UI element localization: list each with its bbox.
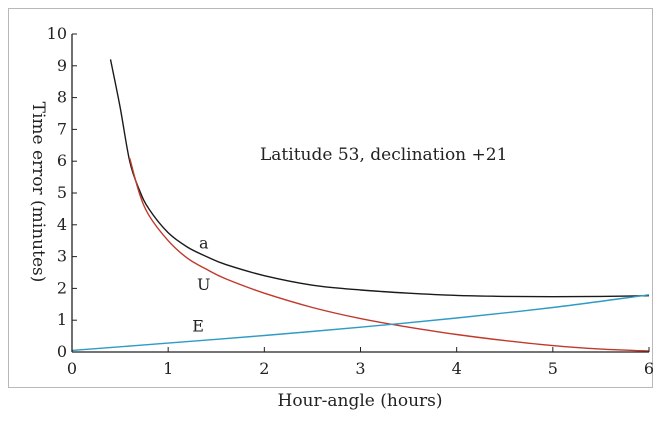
y-tick-label: 10	[47, 24, 67, 43]
y-tick-label: 3	[57, 247, 67, 266]
x-tick-label: 1	[163, 359, 173, 378]
x-tick-label: 5	[548, 359, 558, 378]
x-tick-label: 4	[452, 359, 462, 378]
chart-frame	[8, 8, 653, 388]
x-tick-label: 3	[355, 359, 365, 378]
y-tick-label: 7	[57, 119, 67, 138]
curve-label-E: E	[192, 316, 204, 335]
x-tick-label: 0	[67, 359, 77, 378]
x-tick-label: 6	[644, 359, 654, 378]
curve-label-a: a	[199, 234, 209, 253]
y-tick-label: 6	[57, 151, 67, 170]
x-tick-label: 2	[259, 359, 269, 378]
y-tick-label: 2	[57, 278, 67, 297]
axes	[71, 34, 649, 353]
series-E-line	[71, 294, 650, 352]
ticks: 0 1 2 3 4 5 6 0 1 2 3 4 5 6 7 8 9 10	[47, 24, 654, 378]
curve-label-U: U	[197, 275, 210, 294]
curves	[71, 59, 650, 352]
x-axis-title: Hour-angle (hours)	[278, 391, 443, 411]
series-a-line	[109, 59, 650, 298]
series-U-line	[129, 157, 650, 352]
curve-labels: a U E	[192, 234, 210, 336]
y-axis-title: Time error (minutes)	[28, 102, 48, 283]
y-tick-label: 4	[57, 215, 67, 234]
chart-annotation: Latitude 53, declination +21	[260, 145, 507, 165]
y-tick-label: 5	[57, 183, 67, 202]
y-tick-label: 8	[57, 88, 67, 107]
y-tick-label: 1	[57, 310, 67, 329]
y-tick-label: 9	[57, 56, 67, 75]
y-tick-label: 0	[57, 342, 67, 361]
